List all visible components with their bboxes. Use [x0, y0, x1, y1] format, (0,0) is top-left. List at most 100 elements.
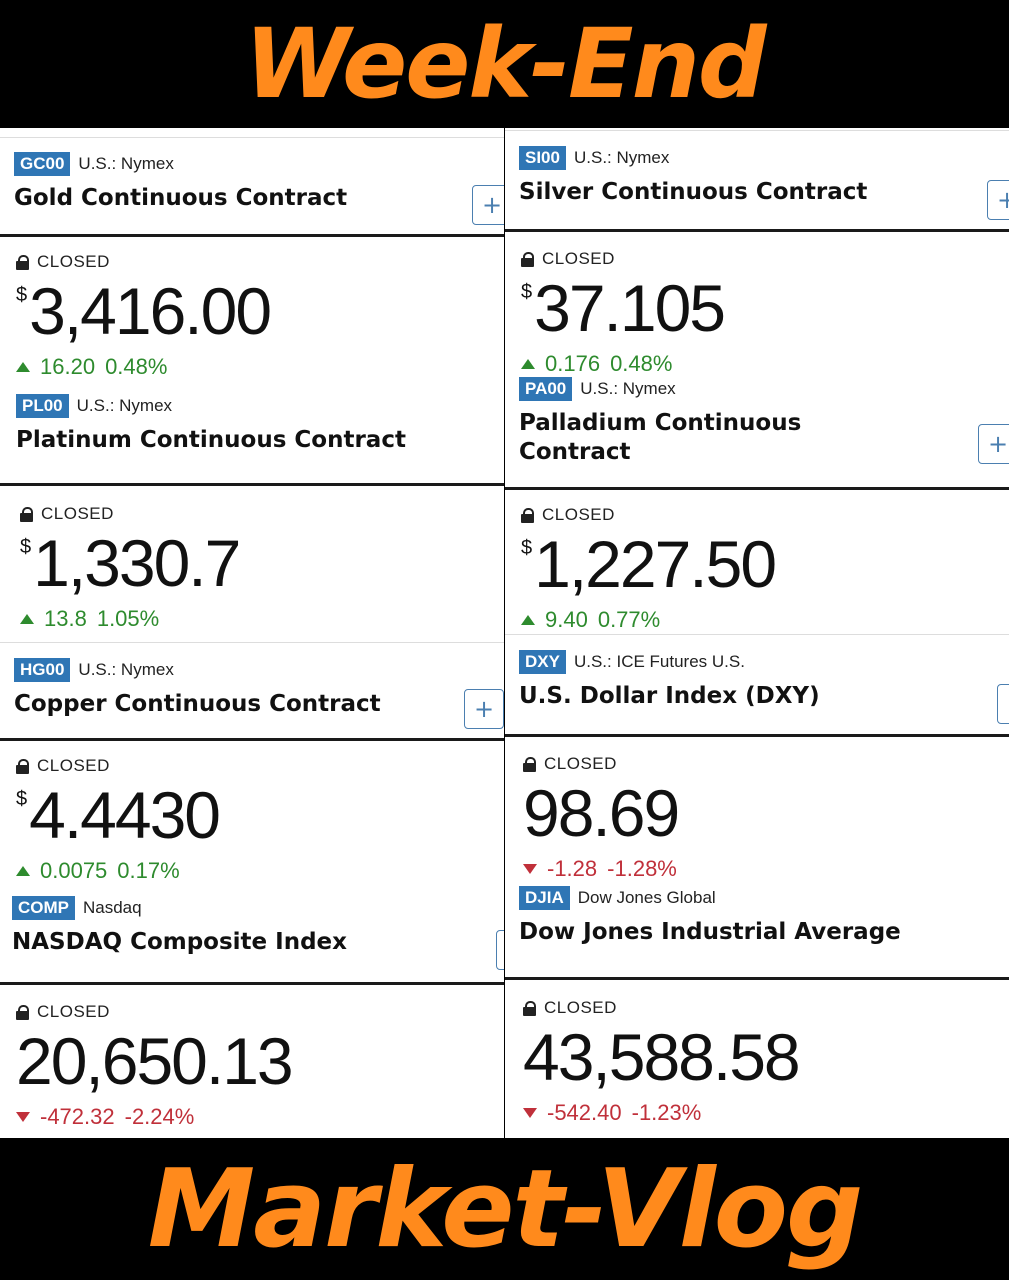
- plus-icon: +: [996, 186, 1009, 214]
- ticker-row: PA00 U.S.: Nymex: [519, 377, 1009, 401]
- change-percent: -2.24%: [124, 1104, 195, 1129]
- price: $1,330.7: [20, 530, 504, 596]
- currency-symbol: $: [16, 284, 28, 306]
- exchange-label: U.S.: Nymex: [78, 154, 174, 173]
- ticker-row: DXY U.S.: ICE Futures U.S.: [519, 650, 1009, 674]
- quote-card-gold: GC00 U.S.: Nymex Gold Continuous Contrac…: [0, 152, 504, 213]
- price-value: 3,416.00: [29, 274, 272, 348]
- arrow-up-icon: [20, 614, 34, 624]
- plus-icon: +: [473, 695, 495, 723]
- market-status: CLOSED: [523, 754, 1009, 774]
- price: $37.105: [521, 275, 1009, 341]
- quote-card-silver: SI00 U.S.: Nymex Silver Continuous Contr…: [505, 146, 1009, 207]
- change-row: -1.28 -1.28%: [523, 856, 1009, 882]
- quote-body-djia: CLOSED 43,588.58 -542.40 -1.23%: [505, 998, 1009, 1126]
- quote-card-djia: DJIA Dow Jones Global Dow Jones Industri…: [505, 886, 1009, 947]
- quote-header: GC00 U.S.: Nymex Gold Continuous Contrac…: [0, 152, 504, 213]
- ticker-row: COMP Nasdaq: [12, 896, 504, 920]
- ticker-row: HG00 U.S.: Nymex: [14, 658, 504, 682]
- add-watchlist-button[interactable]: +: [997, 684, 1009, 724]
- change-value: 0.176: [545, 351, 601, 376]
- exchange-label: Dow Jones Global: [577, 888, 716, 907]
- quote-card-dxy: DXY U.S.: ICE Futures U.S. U.S. Dollar I…: [505, 650, 1009, 711]
- ticker-badge[interactable]: COMP: [12, 896, 75, 920]
- instrument-name: Dow Jones Industrial Average: [519, 919, 901, 945]
- ticker-badge[interactable]: HG00: [14, 658, 71, 682]
- arrow-down-icon: [523, 864, 537, 874]
- header-rule: [505, 977, 1009, 980]
- quote-card-nasdaq: COMP Nasdaq NASDAQ Composite Index: [0, 896, 504, 957]
- price-value: 1,227.50: [534, 527, 777, 601]
- ticker-badge[interactable]: DJIA: [519, 886, 570, 910]
- lock-icon: [20, 506, 33, 522]
- closed-label: CLOSED: [37, 252, 110, 271]
- ticker-badge[interactable]: PL00: [16, 394, 69, 418]
- quote-header: DXY U.S.: ICE Futures U.S. U.S. Dollar I…: [519, 650, 1009, 711]
- change-row: 9.40 0.77%: [521, 607, 1009, 633]
- exchange-label: U.S.: Nymex: [76, 396, 173, 415]
- add-watchlist-button[interactable]: +: [978, 424, 1009, 464]
- lock-icon: [521, 251, 534, 267]
- quote-body-silver: CLOSED $37.105 0.176 0.48%: [505, 249, 1009, 377]
- change-percent: -1.23%: [631, 1100, 702, 1125]
- quote-body-gold: CLOSED $3,416.00 16.20 0.48%: [0, 252, 504, 380]
- ticker-badge[interactable]: DXY: [519, 650, 566, 674]
- header-rule: [0, 234, 504, 237]
- price: 98.69: [523, 780, 1009, 846]
- ticker-badge[interactable]: SI00: [519, 146, 566, 170]
- lock-icon: [16, 758, 29, 774]
- change-value: 16.20: [40, 354, 96, 379]
- market-status: CLOSED: [16, 252, 504, 272]
- ticker-badge[interactable]: PA00: [519, 377, 573, 401]
- add-watchlist-button[interactable]: +: [464, 689, 504, 729]
- price: $1,227.50: [521, 531, 1009, 597]
- change-percent: 0.48%: [610, 351, 673, 376]
- change-row: 0.176 0.48%: [521, 351, 1009, 377]
- add-watchlist-button[interactable]: +: [987, 180, 1009, 220]
- quote-body-palladium: CLOSED $1,227.50 9.40 0.77%: [505, 505, 1009, 633]
- market-status: CLOSED: [20, 504, 504, 524]
- instrument-name: Copper Continuous Contract: [14, 691, 381, 717]
- left-column: GC00 U.S.: Nymex Gold Continuous Contrac…: [0, 128, 504, 1138]
- ticker-badge[interactable]: GC00: [14, 152, 71, 176]
- price: 20,650.13: [16, 1028, 504, 1094]
- quote-header: COMP Nasdaq NASDAQ Composite Index: [12, 896, 504, 957]
- market-status: CLOSED: [16, 756, 504, 776]
- quote-body-dxy: CLOSED 98.69 -1.28 -1.28%: [505, 754, 1009, 882]
- instrument-name-line2: Contract: [519, 439, 631, 465]
- lock-icon: [523, 1000, 536, 1016]
- change-value: 13.8: [44, 606, 87, 631]
- header-rule: [505, 734, 1009, 737]
- lock-icon: [16, 254, 29, 270]
- arrow-up-icon: [16, 362, 30, 372]
- instrument-name-line1: Palladium Continuous: [519, 410, 802, 436]
- currency-symbol: $: [16, 788, 28, 810]
- quote-header: PA00 U.S.: Nymex Palladium Continuous Co…: [519, 377, 1009, 467]
- quote-body-nasdaq: CLOSED 20,650.13 -472.32 -2.24%: [0, 1002, 504, 1130]
- quote-body-copper: CLOSED $4.4430 0.0075 0.17%: [0, 756, 504, 884]
- change-row: -542.40 -1.23%: [523, 1100, 1009, 1126]
- market-status: CLOSED: [16, 1002, 504, 1022]
- market-status: CLOSED: [521, 249, 1009, 269]
- instrument-name: Palladium Continuous Contract: [519, 409, 1009, 467]
- plus-icon: +: [987, 430, 1009, 458]
- arrow-up-icon: [16, 866, 30, 876]
- exchange-label: U.S.: Nymex: [573, 148, 670, 167]
- add-watchlist-button[interactable]: +: [496, 930, 504, 970]
- quote-header: DJIA Dow Jones Global Dow Jones Industri…: [519, 886, 1009, 947]
- add-watchlist-button[interactable]: +: [472, 185, 504, 225]
- header-rule: [505, 487, 1009, 490]
- change-percent: -1.28%: [607, 856, 677, 881]
- header-rule: [0, 483, 504, 486]
- quote-card-copper: HG00 U.S.: Nymex Copper Continuous Contr…: [0, 658, 504, 719]
- banner-subtitle: Market-Vlog: [147, 1146, 864, 1272]
- lock-icon: [16, 1004, 29, 1020]
- price-value: 4.4430: [29, 778, 221, 852]
- ticker-row: PL00 U.S.: Nymex: [16, 394, 504, 418]
- quote-body-platinum: CLOSED $1,330.7 13.8 1.05%: [0, 504, 504, 632]
- divider: [505, 634, 1009, 635]
- ticker-row: SI00 U.S.: Nymex: [519, 146, 1009, 170]
- quote-card-palladium: PA00 U.S.: Nymex Palladium Continuous Co…: [505, 377, 1009, 467]
- quote-header: HG00 U.S.: Nymex Copper Continuous Contr…: [14, 658, 504, 719]
- closed-label: CLOSED: [41, 504, 114, 523]
